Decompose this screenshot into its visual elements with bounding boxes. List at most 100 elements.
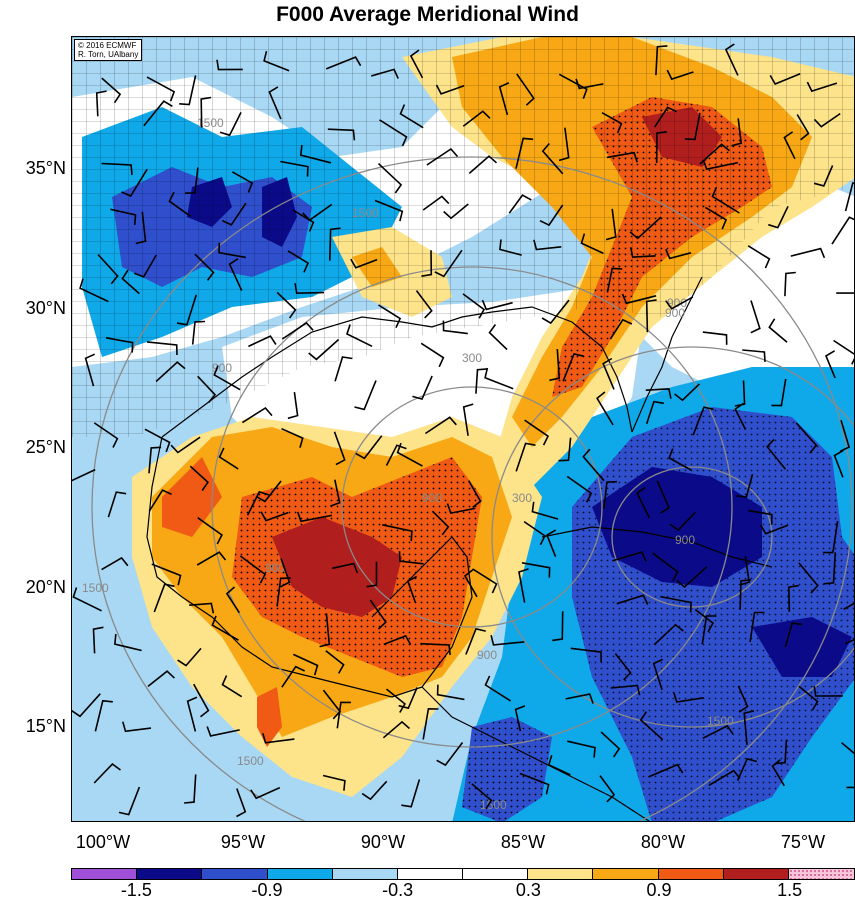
wind-barb bbox=[436, 684, 465, 701]
longitude-label: 75°W bbox=[780, 832, 826, 852]
wind-barb bbox=[516, 73, 535, 106]
wind-barb bbox=[322, 774, 346, 791]
colorbar-tick-label: 1.5 bbox=[777, 880, 803, 900]
wind-barb bbox=[465, 627, 486, 655]
wind-barb bbox=[121, 168, 148, 198]
wind-barb bbox=[148, 446, 162, 474]
wind-barb bbox=[412, 375, 433, 401]
wind-barb bbox=[170, 436, 201, 454]
colorbar-swatch bbox=[658, 869, 724, 879]
wind-barb bbox=[656, 480, 671, 514]
wind-barb bbox=[374, 199, 404, 222]
wind-barb bbox=[228, 258, 243, 291]
wind-barb bbox=[101, 77, 122, 104]
colorbar-swatch bbox=[332, 869, 398, 879]
wind-barb bbox=[122, 721, 152, 733]
wind-barb bbox=[645, 388, 672, 399]
contour-label: 900 bbox=[477, 648, 497, 662]
colorbar-swatch bbox=[397, 869, 464, 879]
wind-barb bbox=[468, 480, 482, 509]
wind-barb bbox=[197, 517, 223, 545]
wind-barb bbox=[600, 731, 621, 758]
wind-barb bbox=[519, 772, 550, 795]
wind-barb bbox=[424, 416, 457, 435]
wind-barb bbox=[484, 367, 514, 390]
wind-barb bbox=[580, 233, 604, 255]
longitude-label: 90°W bbox=[360, 832, 406, 852]
wind-barb bbox=[232, 171, 254, 193]
credit-line-1: © 2016 ECMWF bbox=[78, 41, 137, 50]
wind-barb bbox=[134, 254, 157, 278]
contour-label: 900 bbox=[675, 533, 695, 547]
wind-barb bbox=[629, 216, 662, 240]
wind-barb bbox=[216, 59, 243, 71]
wind-barb bbox=[694, 608, 715, 633]
wind-barb bbox=[385, 688, 406, 713]
colorbar-tick-label: -0.9 bbox=[251, 880, 283, 900]
wind-barb bbox=[302, 203, 333, 222]
wind-barb bbox=[701, 615, 717, 645]
wind-barb bbox=[484, 675, 512, 702]
wind-barb bbox=[636, 486, 651, 519]
wind-barb bbox=[673, 692, 704, 703]
wind-barb bbox=[750, 300, 761, 334]
contour-label: 900 bbox=[422, 491, 442, 505]
colorbar-tick-label: -0.3 bbox=[382, 880, 414, 900]
wind-barb bbox=[813, 165, 834, 187]
contour-label: 900 bbox=[665, 306, 685, 320]
wind-barb bbox=[558, 127, 570, 162]
contour-label: 1500 bbox=[707, 714, 734, 728]
wind-barb bbox=[844, 182, 854, 212]
wind-barb bbox=[655, 131, 667, 164]
wind-barb bbox=[565, 693, 594, 704]
wind-barb bbox=[377, 163, 403, 194]
wind-barb bbox=[813, 112, 841, 128]
latitude-label: 20°N bbox=[25, 577, 66, 597]
wind-barb bbox=[179, 75, 197, 106]
wind-barb bbox=[645, 400, 664, 425]
wind-barb bbox=[521, 562, 551, 578]
wind-barb bbox=[734, 380, 746, 407]
wind-barb bbox=[72, 587, 102, 612]
contour-label: 900 bbox=[265, 561, 285, 575]
colorbar-swatch bbox=[528, 869, 594, 879]
map-panel: 1500 1500 900 900 300 900 900 900 1500 1… bbox=[71, 36, 855, 822]
wind-barb bbox=[702, 724, 734, 740]
wind-barb bbox=[329, 227, 341, 261]
wind-barb bbox=[153, 583, 175, 613]
wind-barb bbox=[684, 112, 701, 141]
wind-barb bbox=[146, 76, 176, 102]
wind-barb bbox=[665, 296, 694, 310]
wind-barb bbox=[436, 742, 464, 767]
wind-barb bbox=[836, 292, 854, 294]
contour-label: 300 bbox=[512, 491, 532, 505]
wind-barb bbox=[843, 602, 854, 610]
wind-barb bbox=[562, 352, 584, 382]
wind-barb bbox=[629, 247, 656, 258]
wind-barb bbox=[383, 634, 412, 646]
contour-label-group: 1500 1500 900 900 300 900 900 900 1500 1… bbox=[82, 116, 734, 812]
wind-barb bbox=[221, 675, 243, 698]
wind-barb bbox=[218, 242, 247, 259]
wind-barb bbox=[549, 349, 561, 382]
wind-barb bbox=[784, 622, 803, 648]
contour-label: 900 bbox=[212, 361, 232, 375]
yucatan-coastline bbox=[371, 536, 473, 688]
wind-barb bbox=[406, 575, 418, 603]
wind-barb bbox=[606, 151, 638, 163]
wind-barb bbox=[287, 391, 299, 420]
wind-barb bbox=[421, 250, 433, 277]
wind-barb bbox=[398, 551, 424, 565]
longitude-label: 100°W bbox=[75, 832, 131, 852]
wind-barb bbox=[184, 167, 199, 194]
wind-barb bbox=[186, 696, 198, 732]
wind-barb bbox=[612, 551, 647, 562]
wind-barb bbox=[84, 353, 96, 387]
wind-barb bbox=[346, 324, 373, 348]
wind-barb bbox=[541, 142, 564, 175]
wind-barb bbox=[653, 623, 684, 646]
wind-barb bbox=[599, 775, 616, 803]
wind-barb bbox=[382, 720, 411, 739]
wind-barb bbox=[422, 195, 450, 211]
wind-barb bbox=[143, 100, 173, 127]
